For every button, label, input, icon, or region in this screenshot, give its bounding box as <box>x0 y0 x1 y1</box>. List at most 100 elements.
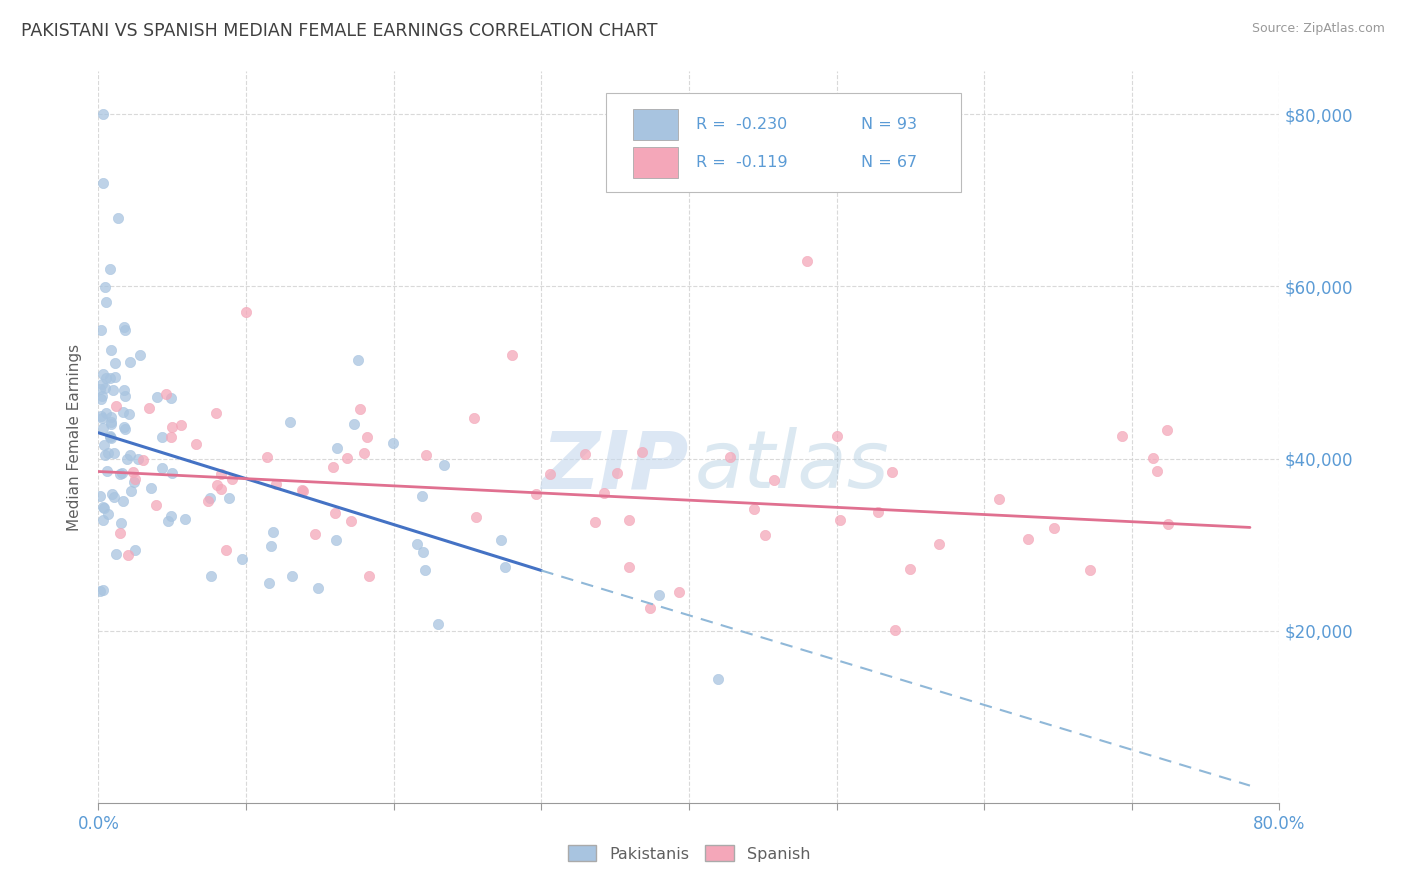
Bar <box>634 147 678 178</box>
Point <box>347 353 370 368</box>
Text: R =  -0.119: R = -0.119 <box>696 155 787 170</box>
Point <box>574 447 596 461</box>
Point <box>491 533 513 548</box>
Point <box>262 524 284 539</box>
Text: N = 93: N = 93 <box>862 117 917 132</box>
Point <box>412 545 434 559</box>
Point <box>322 460 344 475</box>
Point <box>145 498 167 512</box>
Point <box>173 512 195 526</box>
Text: R =  -0.230: R = -0.230 <box>696 117 787 132</box>
Point <box>90 392 112 406</box>
Point <box>118 355 141 369</box>
Point <box>157 514 180 528</box>
Point <box>90 323 112 337</box>
Point <box>356 429 378 443</box>
Point <box>162 420 183 434</box>
Point <box>426 617 449 632</box>
Point <box>349 402 371 417</box>
Point <box>501 348 523 362</box>
Point <box>122 465 145 479</box>
Point <box>114 422 136 436</box>
Point <box>122 475 145 489</box>
Point <box>432 458 454 472</box>
Point <box>884 623 907 637</box>
Point <box>281 569 304 583</box>
Point <box>150 461 173 475</box>
Point <box>104 370 127 384</box>
Point <box>100 409 122 424</box>
Point <box>104 356 127 370</box>
Point <box>606 466 628 480</box>
Point <box>115 451 138 466</box>
Point <box>120 483 142 498</box>
Point <box>97 507 120 521</box>
Point <box>112 493 135 508</box>
Point <box>830 513 852 527</box>
Point <box>97 445 120 459</box>
Point <box>141 481 163 495</box>
Point <box>170 418 193 433</box>
Point <box>235 305 257 319</box>
Point <box>796 253 818 268</box>
Point <box>304 526 326 541</box>
Point <box>754 528 776 542</box>
Point <box>91 176 114 190</box>
Point <box>98 429 121 443</box>
Point <box>159 508 181 523</box>
Text: Source: ZipAtlas.com: Source: ZipAtlas.com <box>1251 22 1385 36</box>
Legend: Pakistanis, Spanish: Pakistanis, Spanish <box>561 838 817 868</box>
Point <box>98 262 121 277</box>
Point <box>120 448 142 462</box>
Point <box>325 506 347 520</box>
Point <box>343 417 366 431</box>
Point <box>124 472 146 486</box>
Point <box>264 477 287 491</box>
Point <box>898 561 921 575</box>
Point <box>112 383 135 397</box>
Point <box>357 569 380 583</box>
Point <box>155 387 177 401</box>
Point <box>89 382 111 396</box>
Text: N = 67: N = 67 <box>862 155 918 170</box>
Point <box>112 420 135 434</box>
Point <box>592 486 614 500</box>
Point <box>117 548 139 562</box>
Point <box>707 672 730 686</box>
Point <box>98 430 121 444</box>
Point <box>152 430 174 444</box>
Point <box>524 487 547 501</box>
Point <box>114 389 136 403</box>
Point <box>129 348 152 362</box>
Point <box>110 516 132 530</box>
Point <box>91 411 114 425</box>
Bar <box>634 109 678 140</box>
Point <box>718 450 741 464</box>
Point <box>104 547 127 561</box>
Point <box>1078 563 1101 577</box>
Point <box>111 466 134 480</box>
Point <box>197 494 219 508</box>
Point <box>205 406 228 420</box>
Point <box>94 294 117 309</box>
Point <box>114 322 136 336</box>
Point <box>160 392 183 406</box>
Point <box>1156 423 1178 437</box>
Point <box>96 465 118 479</box>
Point <box>184 437 207 451</box>
Text: PAKISTANI VS SPANISH MEDIAN FEMALE EARNINGS CORRELATION CHART: PAKISTANI VS SPANISH MEDIAN FEMALE EARNI… <box>21 22 658 40</box>
Point <box>494 560 516 574</box>
Point <box>132 453 155 467</box>
Point <box>256 450 278 465</box>
Point <box>257 576 280 591</box>
Point <box>98 371 121 385</box>
Point <box>326 441 349 455</box>
Point <box>93 280 115 294</box>
Point <box>124 542 146 557</box>
Point <box>325 533 347 547</box>
Point <box>90 409 112 424</box>
Point <box>91 582 114 597</box>
Point <box>89 489 111 503</box>
Point <box>882 465 904 479</box>
Point <box>1111 428 1133 442</box>
